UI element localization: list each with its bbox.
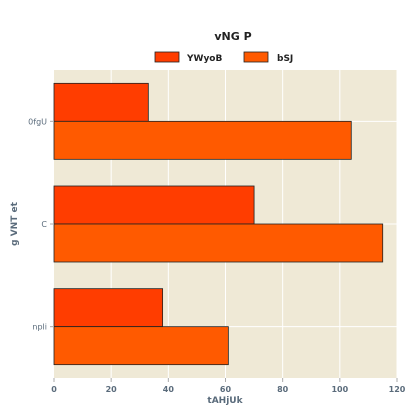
legend-swatch-bsj — [243, 51, 269, 63]
x-tick-label: 120 — [389, 385, 406, 394]
chart-title: vNG P — [214, 30, 251, 43]
legend-label-ywyob: YWyoB — [186, 54, 222, 64]
y-tick-label: npli — [32, 323, 47, 332]
bar-ywyob-c — [53, 185, 255, 225]
bar-bsj-npli — [53, 326, 229, 366]
bar-ywyob-npli — [53, 288, 164, 328]
legend: YWyoB bSJ — [154, 51, 293, 64]
x-tick-label: 0 — [51, 385, 57, 394]
bar-bsj-0fgu — [53, 120, 352, 160]
y-axis-label: g VNT et — [10, 201, 20, 245]
x-tick-label: 80 — [277, 385, 289, 394]
bar-bsj-c — [53, 223, 384, 263]
x-tick-label: 60 — [220, 385, 232, 394]
x-axis-label: tAHjUk — [207, 396, 243, 406]
legend-label-bsj: bSJ — [277, 54, 293, 64]
bars — [53, 82, 384, 366]
legend-swatch-ywyob — [154, 51, 180, 63]
bar-ywyob-0fgu — [53, 82, 149, 122]
x-tick-label: 100 — [331, 385, 348, 394]
x-axis-ticks: 0 20 40 60 80 100 120 — [51, 378, 406, 394]
y-tick-label: 0fgU — [28, 117, 47, 126]
x-tick-label: 40 — [163, 385, 175, 394]
x-tick-label: 20 — [106, 385, 118, 394]
y-tick-label: C — [41, 220, 47, 229]
